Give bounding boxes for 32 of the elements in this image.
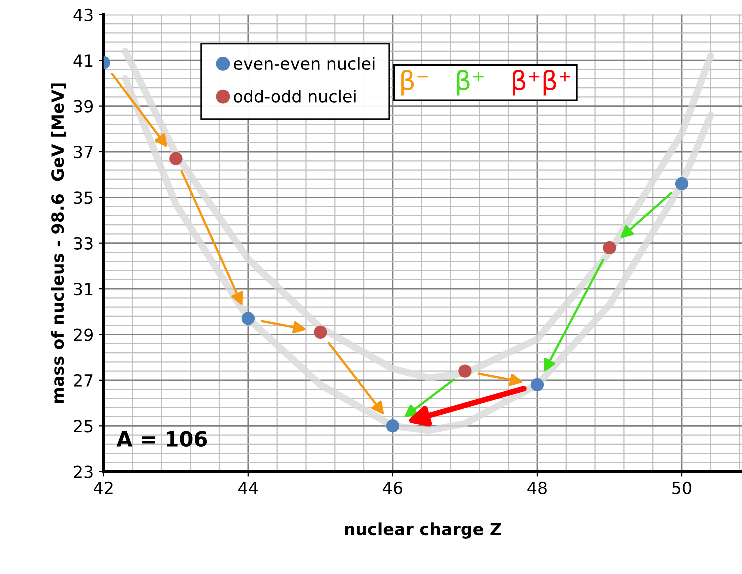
point: [314, 326, 328, 340]
point: [170, 152, 183, 166]
annotation: A = 106: [116, 431, 208, 447]
point: [458, 364, 472, 378]
x-tick-label: 46: [383, 482, 403, 494]
x-tick-label: 50: [672, 482, 692, 494]
x-tick-label: 44: [238, 482, 258, 494]
point: [386, 420, 400, 433]
y-tick-label: 33: [74, 237, 93, 250]
y-axis-title: mass of nucleus - 98.6 GeV [MeV]: [51, 84, 66, 404]
y-tick-label: 35: [74, 192, 93, 204]
annotation: β⁺: [457, 70, 484, 96]
y-tick-label: 41: [74, 54, 93, 67]
y-tick-label: 29: [74, 328, 93, 342]
annotation: β⁺β⁺: [513, 70, 570, 96]
point: [675, 177, 689, 191]
y-tick-label: 31: [74, 283, 93, 296]
x-tick-label: 48: [528, 482, 547, 494]
y-tick-label: 43: [74, 8, 93, 22]
y-tick-label: 23: [74, 466, 93, 478]
x-tick-label: 42: [94, 482, 113, 494]
legend-label: odd-odd nuclei: [234, 90, 356, 103]
annotation: β⁻: [402, 70, 428, 96]
y-tick-label: 39: [74, 100, 93, 113]
point: [603, 241, 616, 255]
point: [530, 378, 544, 392]
y-tick-label: 37: [74, 146, 93, 159]
y-tick-label: 27: [74, 374, 93, 387]
x-axis-title: nuclear charge Z: [345, 522, 502, 539]
legend-label: even-even nuclei: [234, 57, 375, 70]
point: [242, 312, 255, 326]
y-tick-label: 25: [74, 420, 93, 433]
